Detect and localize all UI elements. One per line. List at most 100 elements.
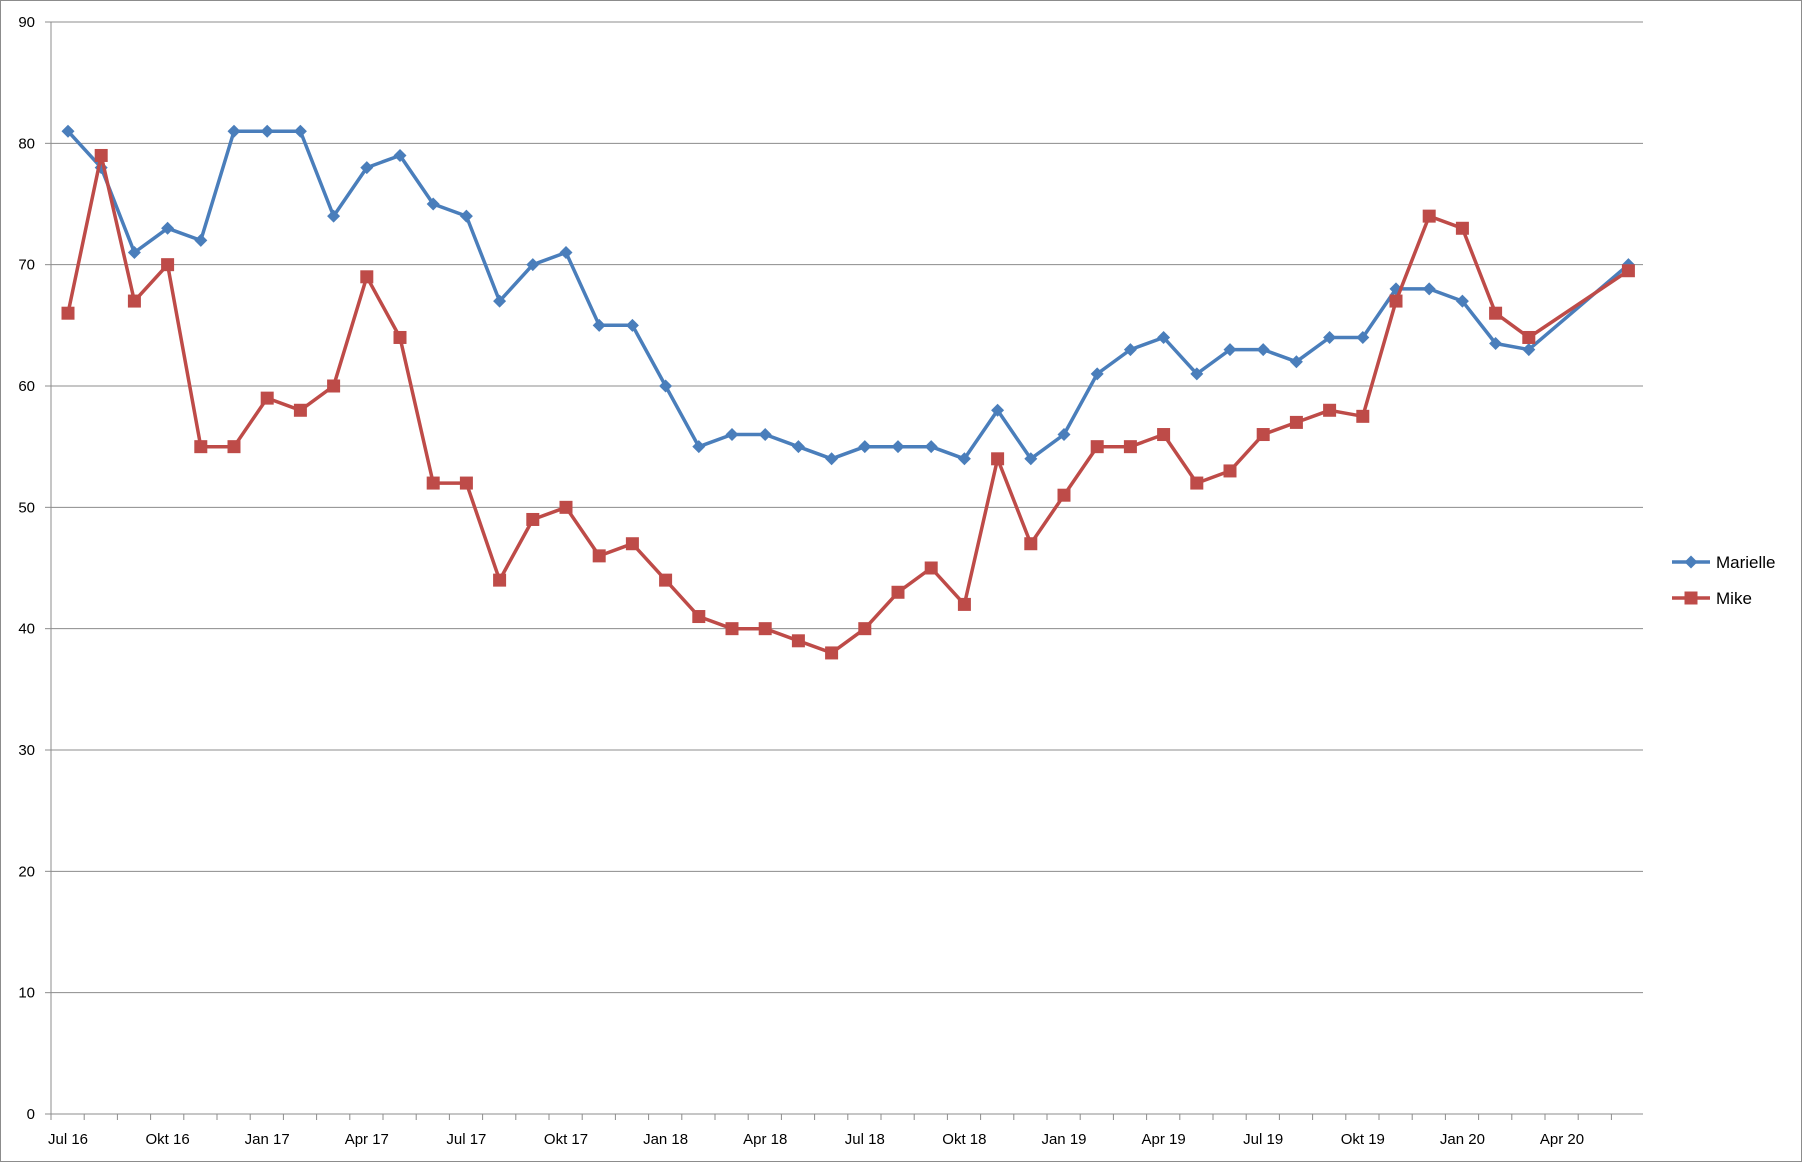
- data-point: [1356, 409, 1370, 423]
- legend-label: Mike: [1716, 589, 1752, 608]
- data-point: [260, 391, 274, 405]
- data-point: [459, 476, 473, 490]
- data-point: [393, 148, 407, 162]
- data-point: [194, 440, 208, 454]
- data-point: [825, 646, 839, 660]
- data-point: [327, 379, 341, 393]
- data-point: [725, 428, 739, 442]
- data-point: [1256, 428, 1270, 442]
- data-point: [1455, 294, 1469, 308]
- data-point: [526, 512, 540, 526]
- data-point: [991, 452, 1005, 466]
- data-point: [924, 561, 938, 575]
- axes: 0 10 20 30 40 50 60 70 80 90 Jul 16 Okt 16 Jan 17 Apr…: [18, 14, 1643, 1148]
- data-point: [1190, 367, 1204, 381]
- legend-item: Marielle: [1672, 553, 1776, 572]
- data-point: [559, 246, 573, 260]
- y-tick-label: 30: [18, 742, 35, 759]
- data-point: [61, 306, 75, 320]
- y-tick-label: 80: [18, 135, 35, 152]
- data-point: [659, 379, 673, 393]
- data-point: [194, 233, 208, 247]
- data-point: [1522, 343, 1536, 357]
- data-point: [891, 585, 905, 599]
- series-lines: [61, 124, 1635, 660]
- data-point: [891, 440, 905, 454]
- gridlines: [51, 21, 1643, 994]
- x-tick-label: Apr 18: [743, 1131, 787, 1148]
- data-point: [1489, 337, 1503, 351]
- data-point: [1422, 209, 1436, 223]
- data-point: [1057, 488, 1071, 502]
- x-tick-label: Jan 17: [245, 1131, 290, 1148]
- data-point: [459, 209, 473, 223]
- y-tick-label: 70: [18, 257, 35, 274]
- x-tick-label: Jul 17: [446, 1131, 486, 1148]
- data-point: [692, 440, 706, 454]
- legend-item: Mike: [1672, 589, 1752, 608]
- x-tick-label: Jan 19: [1041, 1131, 1086, 1148]
- data-point: [659, 573, 673, 587]
- legend-marker: [1684, 555, 1698, 569]
- data-point: [592, 318, 606, 332]
- data-point: [957, 597, 971, 611]
- y-tick-label: 10: [18, 985, 35, 1002]
- x-tick-label: Jan 18: [643, 1131, 688, 1148]
- data-point: [1123, 343, 1137, 357]
- data-point: [1090, 440, 1104, 454]
- data-point: [692, 610, 706, 624]
- series-line: [66, 129, 1630, 461]
- data-point: [791, 440, 805, 454]
- legend: Marielle Mike: [1672, 553, 1776, 608]
- data-point: [1289, 415, 1303, 429]
- data-point: [1422, 282, 1436, 296]
- series-line: [66, 153, 1630, 655]
- x-tick-label: Apr 20: [1540, 1131, 1584, 1148]
- data-point: [260, 124, 274, 138]
- data-point: [991, 403, 1005, 417]
- data-point: [1256, 343, 1270, 357]
- data-point: [293, 403, 307, 417]
- data-point: [1389, 294, 1403, 308]
- y-tick-label: 40: [18, 621, 35, 638]
- data-point: [758, 622, 772, 636]
- data-point: [493, 294, 507, 308]
- x-tick-label: Apr 19: [1141, 1131, 1185, 1148]
- data-point: [725, 622, 739, 636]
- data-point: [1356, 330, 1370, 344]
- x-tick-label: Jan 20: [1440, 1131, 1485, 1148]
- x-tick-label: Okt 16: [146, 1131, 190, 1148]
- data-point: [791, 634, 805, 648]
- data-point: [1323, 403, 1337, 417]
- y-tick-label: 0: [27, 1106, 35, 1123]
- data-point: [1489, 306, 1503, 320]
- data-point: [1157, 330, 1171, 344]
- data-point: [924, 440, 938, 454]
- series-mike: [61, 148, 1635, 660]
- x-tick-label: Okt 19: [1341, 1131, 1385, 1148]
- data-point: [1057, 428, 1071, 442]
- data-point: [127, 246, 141, 260]
- data-point: [94, 148, 108, 162]
- data-point: [1223, 464, 1237, 478]
- data-point: [393, 330, 407, 344]
- data-point: [1323, 330, 1337, 344]
- x-tick-label: Jul 18: [845, 1131, 885, 1148]
- data-point: [1090, 367, 1104, 381]
- y-tick-label: 20: [18, 863, 35, 880]
- data-point: [1123, 440, 1137, 454]
- data-point: [625, 537, 639, 551]
- legend-label: Marielle: [1716, 553, 1776, 572]
- data-point: [825, 452, 839, 466]
- x-tick-label: Okt 17: [544, 1131, 588, 1148]
- series-marielle: [61, 124, 1635, 466]
- data-point: [526, 258, 540, 272]
- x-tick-label: Apr 17: [345, 1131, 389, 1148]
- data-point: [1223, 343, 1237, 357]
- x-tick-label: Jul 16: [48, 1131, 88, 1148]
- data-point: [227, 124, 241, 138]
- y-tick-label: 90: [18, 14, 35, 31]
- data-point: [1522, 330, 1536, 344]
- x-tick-label: Jul 19: [1243, 1131, 1283, 1148]
